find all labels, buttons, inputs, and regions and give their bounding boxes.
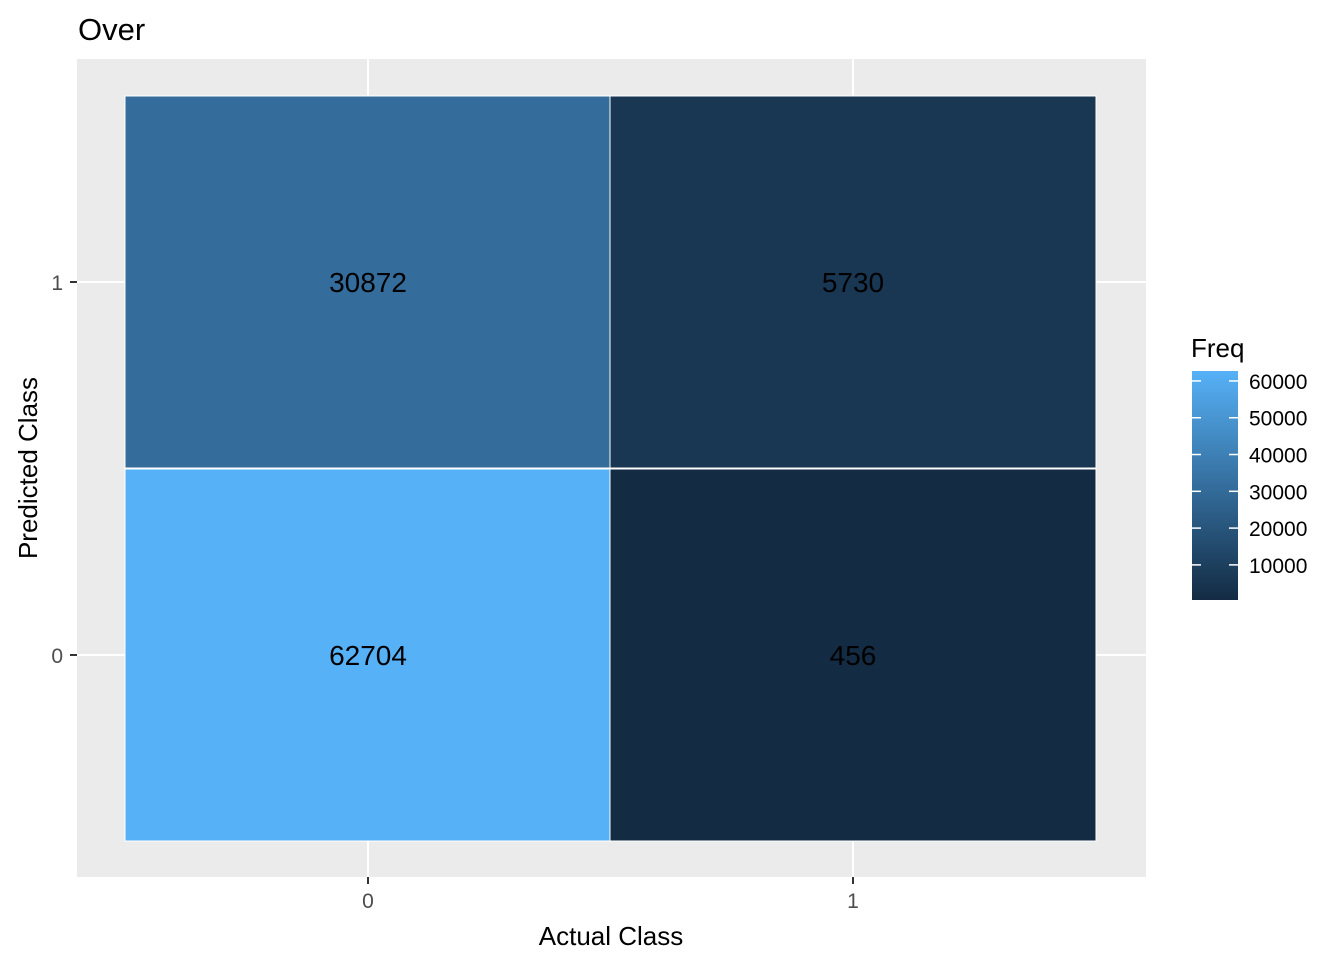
cell-value-label: 30872 xyxy=(329,267,407,298)
legend-tick-label: 10000 xyxy=(1249,555,1307,578)
axes: 0 1 0 1 xyxy=(51,272,859,913)
heatmap-cell xyxy=(124,95,612,469)
x-tick-label: 1 xyxy=(847,890,859,913)
legend: Freq 10000 20000 30000 40000 50000 60000 xyxy=(1191,333,1307,600)
x-tick-label: 0 xyxy=(362,890,374,913)
y-axis-title: Predicted Class xyxy=(13,377,43,559)
cell-value-label: 456 xyxy=(830,640,877,671)
cell-labels: 62704 456 30872 5730 xyxy=(329,267,884,671)
heatmap-cell xyxy=(124,468,612,842)
y-tick-label: 0 xyxy=(51,645,63,668)
legend-colorbar xyxy=(1192,371,1238,600)
cell-value-label: 62704 xyxy=(329,640,407,671)
legend-tick-label: 20000 xyxy=(1249,518,1307,541)
cell-value-label: 5730 xyxy=(822,267,884,298)
legend-title: Freq xyxy=(1191,333,1244,363)
heatmap-cell xyxy=(609,468,1097,842)
heatmap-cells xyxy=(124,95,1097,842)
x-axis-title: Actual Class xyxy=(539,921,684,951)
legend-tick-label: 30000 xyxy=(1249,481,1307,504)
y-tick-label: 1 xyxy=(51,272,63,295)
legend-tick-label: 50000 xyxy=(1249,408,1307,431)
heatmap-cell xyxy=(609,95,1097,469)
chart-title: Over xyxy=(78,12,145,47)
legend-tick-label: 40000 xyxy=(1249,445,1307,468)
legend-tick-label: 60000 xyxy=(1249,371,1307,394)
